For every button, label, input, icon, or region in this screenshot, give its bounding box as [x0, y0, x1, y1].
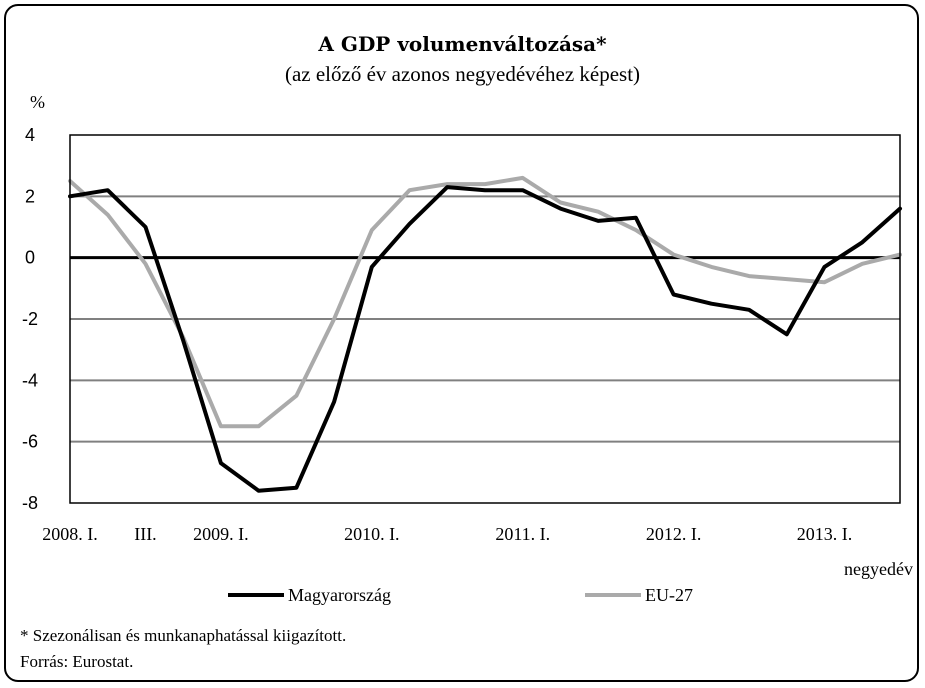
y-tick-label: -8: [22, 493, 38, 513]
y-axis-unit: %: [30, 92, 45, 112]
x-tick-label: 2009. I.: [193, 524, 249, 544]
x-tick-labels: 2008. I. 2009. I. 2010. I. 2011. I. 2012. I.…: [42, 524, 852, 544]
chart-title: A GDP volumenváltozása*: [318, 32, 607, 56]
y-tick-label: -6: [22, 432, 38, 452]
legend-swatch-eu27: [585, 593, 641, 597]
x-tick-label: 2008. I.: [42, 524, 98, 544]
y-tick-label: -4: [22, 370, 38, 390]
legend-label-eu27: EU-27: [645, 584, 693, 605]
chart-subtitle: (az előző év azonos negyedévéhez képest): [284, 62, 641, 86]
legend-item-eu27: EU-27: [585, 584, 693, 606]
source-note: Forrás: Eurostat.: [20, 652, 134, 671]
footnote: * Szezonálisan és munkanaphatással kiiga…: [20, 626, 347, 645]
plot-area-border: [69, 134, 901, 504]
y-tick-labels: 4 2 0 -2 -4 -6 -8: [22, 125, 38, 513]
series-lines: [68, 175, 902, 493]
legend-item-magyarorszag: Magyarország: [228, 584, 391, 606]
legend-label-magyarorszag: Magyarország: [288, 584, 391, 605]
series-line-magyarorszag: [68, 185, 902, 493]
x-tick-label: 2012. I.: [646, 524, 702, 544]
series-line-eu27: [68, 175, 902, 429]
x-tick-label: 2013. I.: [797, 524, 853, 544]
x-tick-label: 2010. I.: [344, 524, 400, 544]
x-tick-label: 2011. I.: [495, 524, 550, 544]
legend-swatch-magyarorszag: [228, 593, 284, 597]
y-tick-label: 2: [25, 186, 35, 206]
x-axis-unit: negyedév: [844, 559, 913, 579]
chart-frame: [4, 4, 919, 682]
x-tick-label: III.: [134, 524, 156, 544]
y-tick-label: 0: [25, 248, 35, 268]
y-tick-label: -2: [22, 309, 38, 329]
gridlines: [70, 195, 900, 443]
y-tick-label: 4: [25, 125, 35, 145]
